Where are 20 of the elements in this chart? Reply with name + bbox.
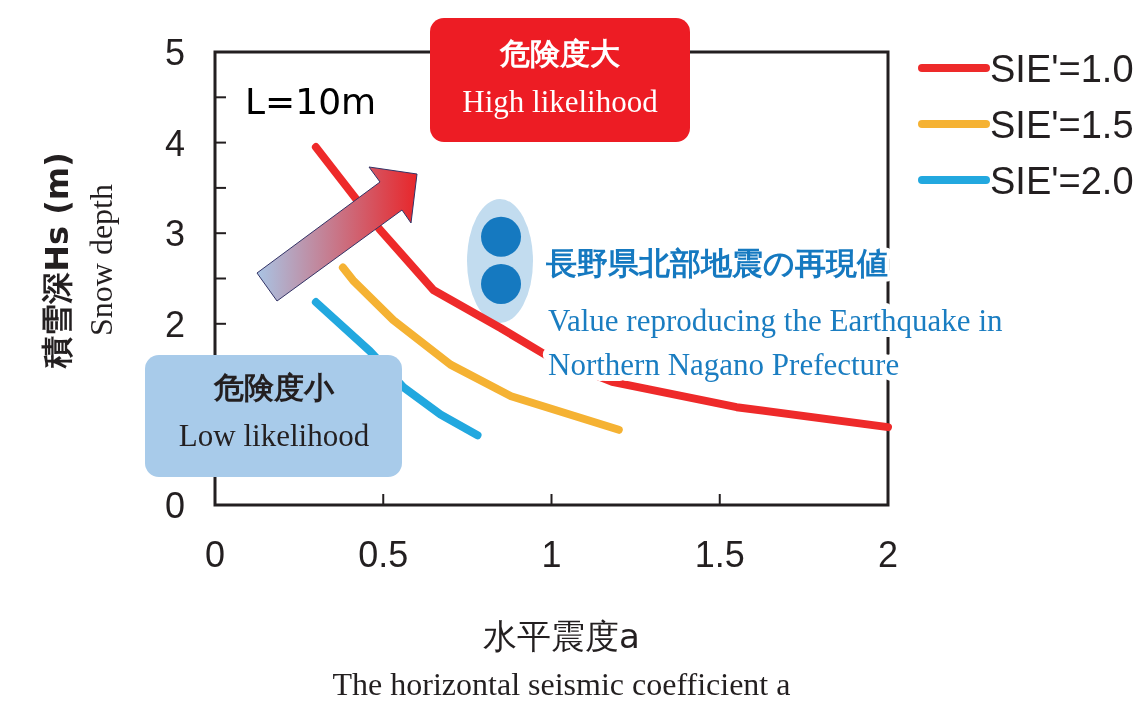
legend-label: SIE'=2.0	[990, 160, 1134, 202]
y-tick-label: 2	[164, 303, 186, 345]
y-tick-label: 0	[164, 485, 186, 526]
x-tick-label: 1.5	[694, 534, 745, 575]
y-axis-title: 積雪深Hs (m) Snow depth	[38, 152, 119, 369]
y-tick-label: 3	[164, 213, 186, 255]
x-axis-title: 水平震度a The horizontal seismic coefficient a	[332, 616, 791, 701]
annotation: 危険度大 High likelihood	[430, 18, 690, 142]
annotation: 危険度小 Low likelihood	[145, 355, 402, 477]
x-tick-label: 0	[204, 534, 226, 575]
legend-label: SIE'=1.5	[990, 104, 1134, 146]
x-tick-label: 1	[541, 534, 562, 575]
y-tick-label: 4	[164, 122, 186, 164]
x-tick-label: 2	[877, 534, 899, 575]
annotation: L=10m	[245, 81, 377, 122]
x-tick-label: 0.5	[358, 534, 409, 575]
legend-label: SIE'=1.0	[990, 48, 1134, 90]
annotation: 危険度大 High likelihood	[462, 36, 659, 119]
annotation: 危険度小 Low likelihood	[178, 370, 370, 453]
y-tick-label: 5	[164, 32, 186, 73]
